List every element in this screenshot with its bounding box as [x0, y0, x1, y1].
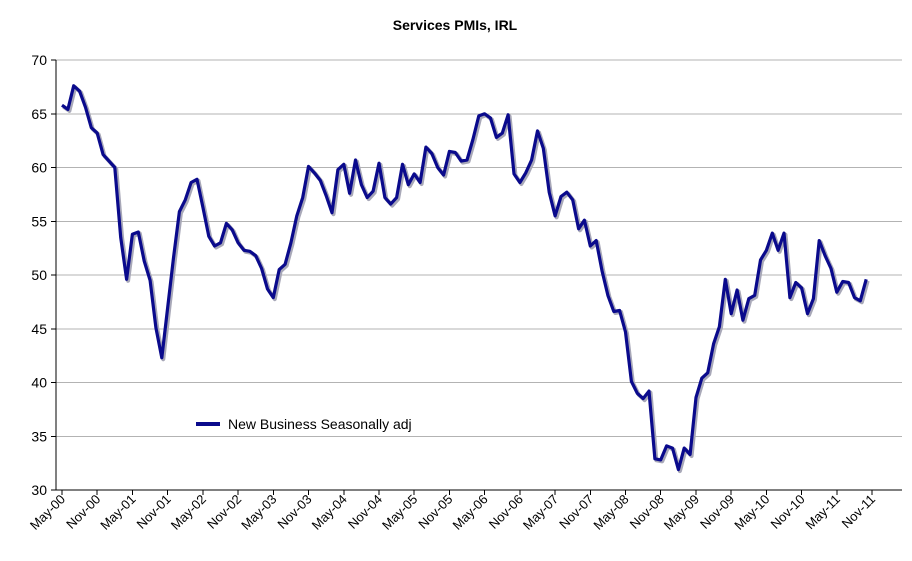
y-axis-ticks: 30 35 40 45 50 55 60 65 70 — [31, 52, 56, 498]
x-tick-label: May-06 — [449, 492, 490, 533]
x-tick-label: May-08 — [590, 492, 631, 533]
x-tick-label: Nov-11 — [839, 492, 879, 532]
x-tick-label: Nov-02 — [204, 492, 244, 532]
x-tick-label: May-02 — [168, 492, 209, 533]
x-tick-label: Nov-09 — [697, 492, 737, 532]
x-tick-label: May-04 — [309, 492, 350, 533]
x-tick-label: May-11 — [802, 492, 843, 533]
series-line-shadow — [62, 85, 870, 474]
x-tick-label: May-05 — [379, 492, 420, 533]
x-tick-label: Nov-10 — [767, 492, 807, 532]
y-tick-label: 45 — [31, 321, 47, 337]
legend-label: New Business Seasonally adj — [228, 416, 412, 432]
x-tick-label: May-07 — [520, 492, 561, 533]
x-tick-label: May-09 — [661, 492, 702, 533]
x-tick-label: Nov-05 — [415, 492, 455, 532]
legend: New Business Seasonally adj — [196, 416, 412, 432]
x-tick-label: Nov-08 — [627, 492, 667, 532]
chart-title: Services PMIs, IRL — [393, 17, 518, 33]
series-group — [61, 84, 870, 474]
y-tick-label: 70 — [31, 52, 47, 68]
y-tick-label: 30 — [31, 482, 47, 498]
y-tick-label: 40 — [31, 375, 47, 391]
gridlines — [56, 59, 902, 437]
y-tick-label: 55 — [31, 213, 47, 229]
series-line — [61, 84, 868, 472]
x-tick-label: May-01 — [97, 492, 138, 533]
x-tick-label: May-03 — [238, 492, 279, 533]
y-tick-label: 65 — [31, 106, 47, 122]
x-axis-ticks: May-00Nov-00May-01Nov-01May-02Nov-02May-… — [27, 490, 878, 533]
x-tick-label: Nov-01 — [134, 492, 174, 532]
x-tick-label: Nov-00 — [63, 492, 103, 532]
x-tick-label: Nov-04 — [345, 492, 385, 532]
y-tick-label: 35 — [31, 428, 47, 444]
x-tick-label: Nov-06 — [486, 492, 526, 532]
x-tick-label: Nov-07 — [556, 492, 596, 532]
x-tick-label: Nov-03 — [274, 492, 314, 532]
y-tick-label: 60 — [31, 160, 47, 176]
y-tick-label: 50 — [31, 267, 47, 283]
x-tick-label: May-10 — [731, 492, 772, 533]
